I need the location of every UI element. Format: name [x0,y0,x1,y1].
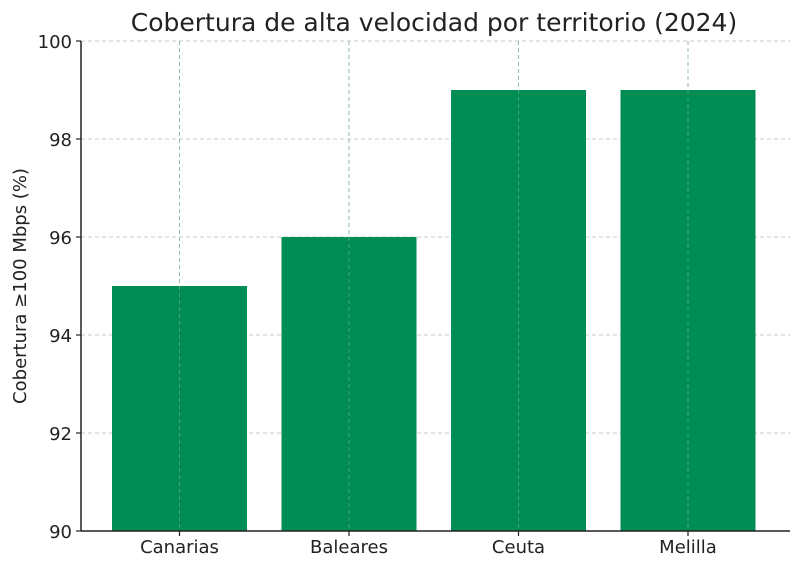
y-tick-label: 90 [49,522,72,543]
axes [80,41,790,532]
y-axis-ticks: 90 92 94 96 98 100 [38,32,81,543]
y-tick-label: 98 [49,130,72,151]
x-tick-label: Baleares [310,537,388,558]
chart-title: Cobertura de alta velocidad por territor… [131,8,737,37]
bars [112,41,756,531]
y-tick-label: 100 [38,32,72,53]
y-tick-label: 94 [49,326,72,347]
y-axis-label: Cobertura ≥100 Mbps (%) [10,168,31,404]
y-tick-label: 92 [49,424,72,445]
x-tick-label: Canarias [140,537,219,558]
x-tick-label: Ceuta [492,537,545,558]
y-tick-label: 96 [49,228,72,249]
x-axis-ticks: Canarias Baleares Ceuta Melilla [140,531,717,558]
x-tick-label: Melilla [659,537,717,558]
